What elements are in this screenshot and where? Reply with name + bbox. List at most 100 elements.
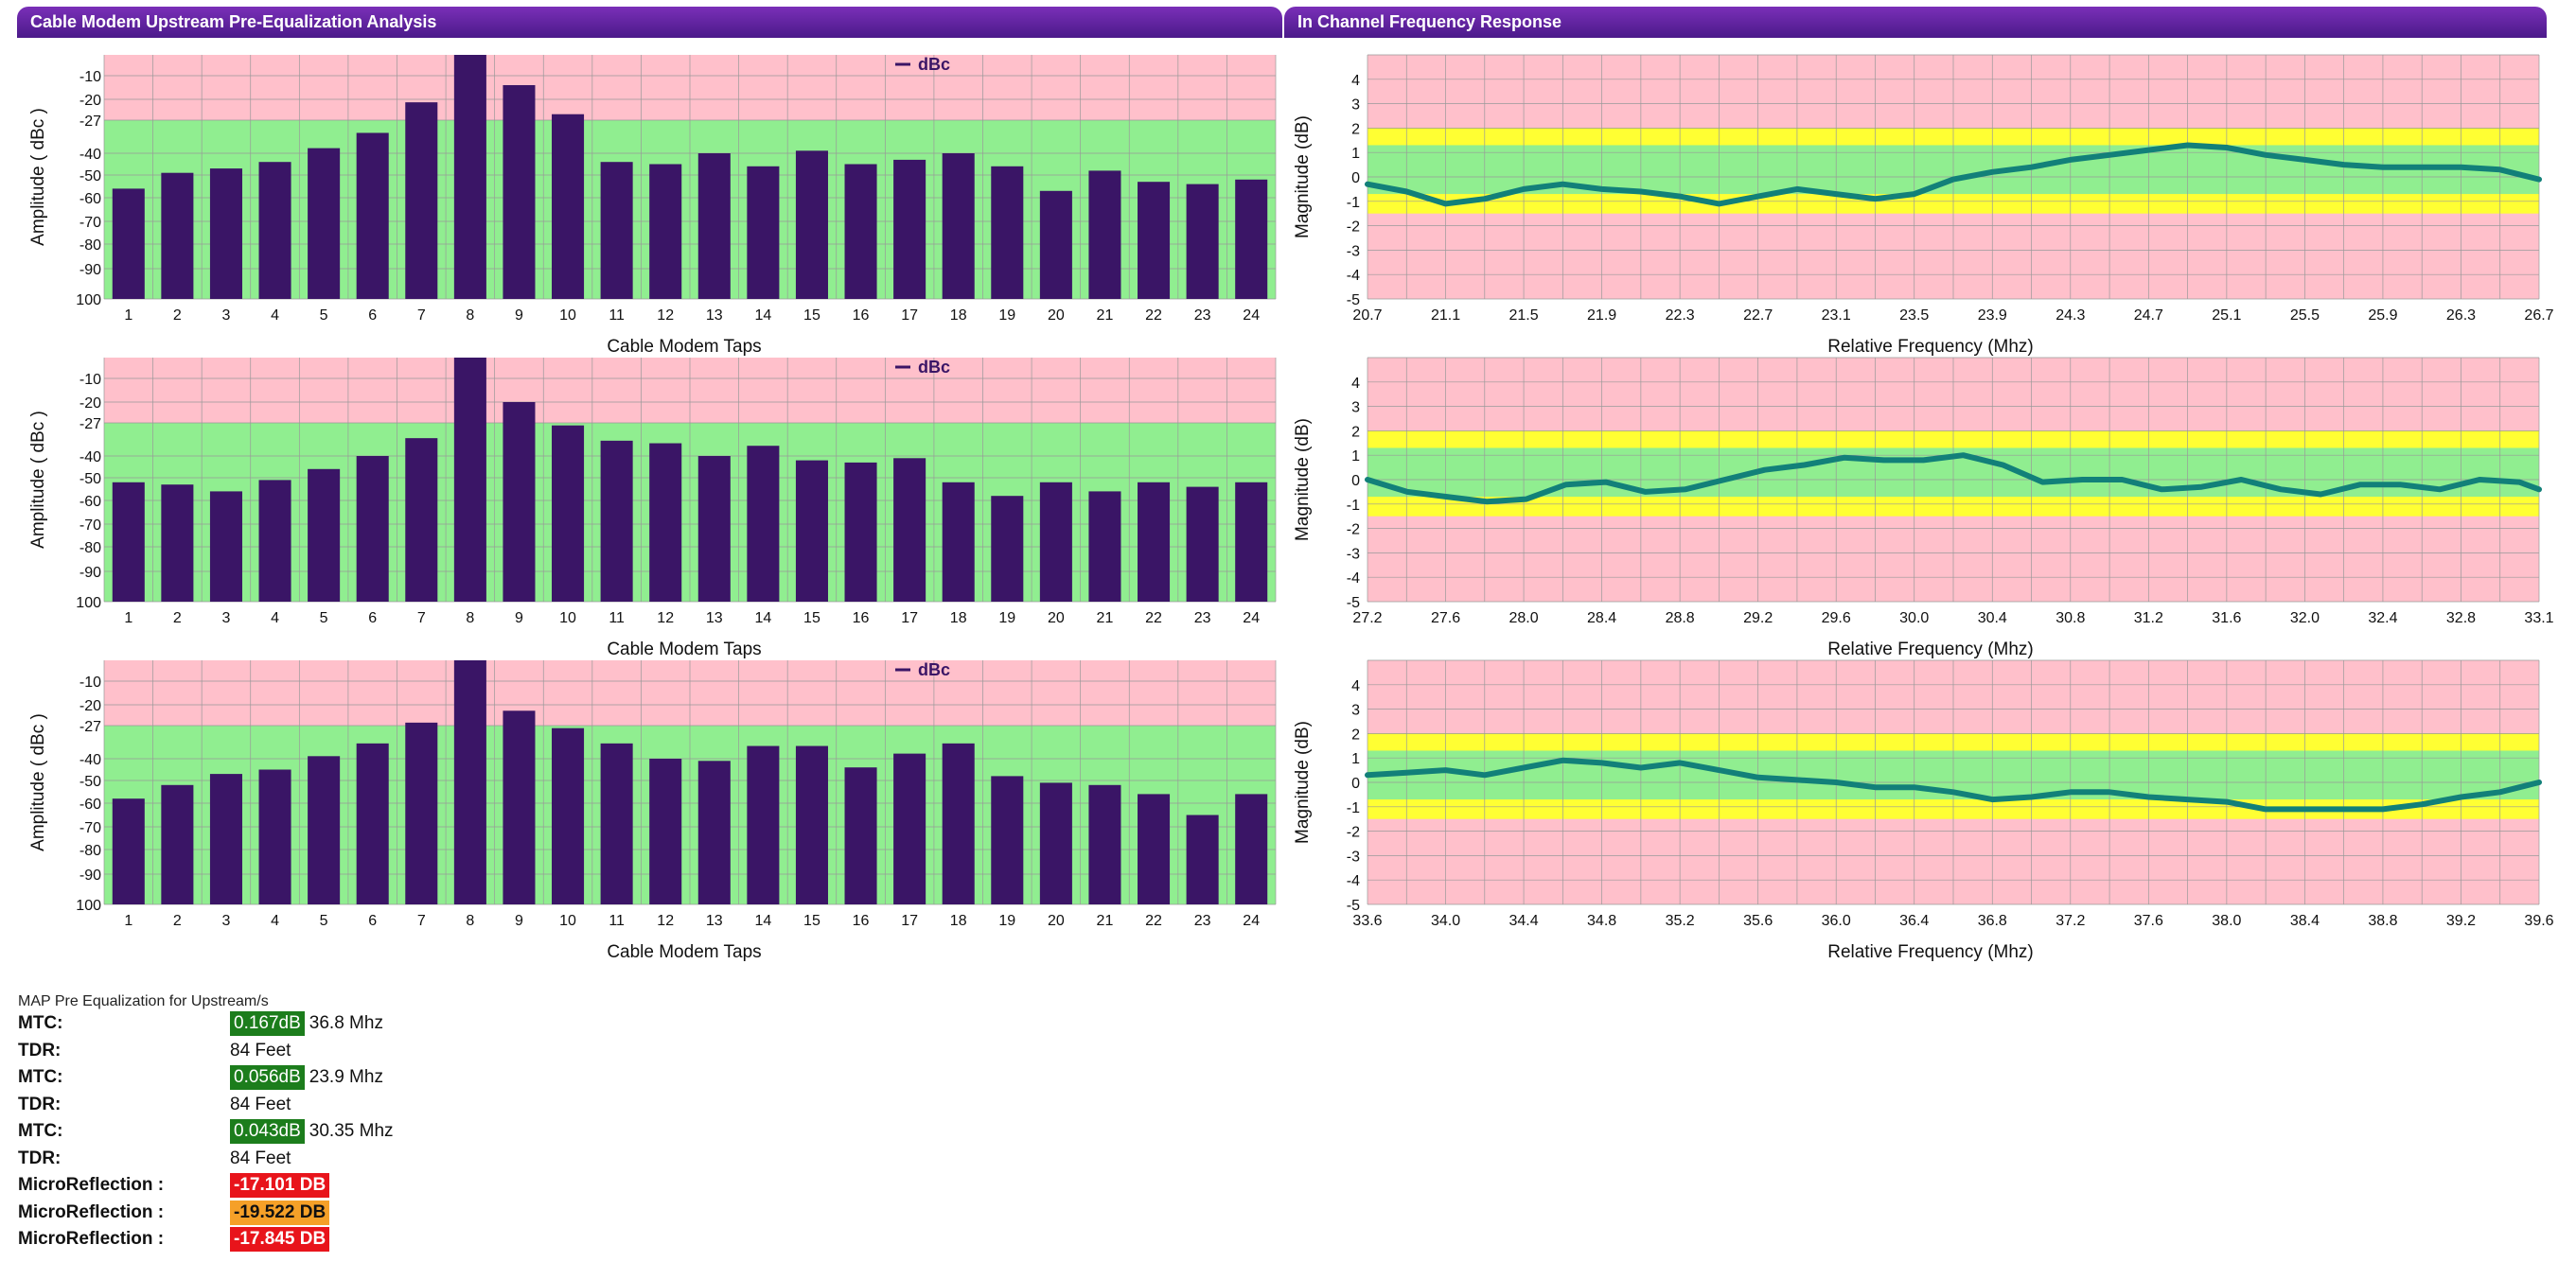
x-tick-label: 15: [803, 610, 820, 626]
y-tick-label: -20: [79, 93, 101, 109]
x-tick-label: 24.7: [2134, 307, 2163, 324]
x-tick-label: 7: [417, 307, 426, 324]
y-tick-label: 0: [1351, 170, 1360, 186]
x-tick-label: 16: [853, 307, 870, 324]
x-tick-label: 32.4: [2368, 610, 2397, 626]
bar-tap-24: [1235, 179, 1268, 299]
x-tick-label: 22.3: [1666, 307, 1695, 324]
x-tick-label: 15: [803, 913, 820, 929]
bar-tap-4: [258, 162, 291, 299]
x-tick-label: 3: [222, 610, 231, 626]
x-tick-label: 31.6: [2212, 610, 2241, 626]
x-tick-label: 14: [754, 913, 771, 929]
legend-label: dBc: [918, 358, 950, 377]
y-tick-label: -3: [1347, 243, 1360, 259]
metric-value: 84 Feet: [230, 1148, 291, 1168]
x-tick-label: 27.6: [1431, 610, 1460, 626]
y-tick-label: -5: [1347, 595, 1360, 611]
x-tick-label: 25.5: [2290, 307, 2320, 324]
y-tick-label: -10: [79, 69, 101, 85]
y-tick-label: -40: [79, 752, 101, 768]
x-tick-label: 35.6: [1743, 913, 1773, 929]
y-tick-label: 100: [76, 898, 101, 914]
y-tick-label: -2: [1347, 825, 1360, 841]
bar-tap-3: [209, 491, 242, 602]
y-tick-label: 2: [1351, 424, 1360, 440]
x-tick-label: 23.5: [1899, 307, 1929, 324]
x-axis-title: Relative Frequency (Mhz): [1827, 337, 2034, 357]
x-tick-label: 24.3: [2056, 307, 2085, 324]
x-tick-label: 37.6: [2134, 913, 2163, 929]
x-tick-label: 17: [901, 610, 918, 626]
bar-tap-6: [356, 456, 389, 602]
y-tick-label: -3: [1347, 849, 1360, 865]
y-tick-label: -60: [79, 191, 101, 207]
x-tick-label: 28.8: [1666, 610, 1695, 626]
bar-tap-2: [161, 172, 194, 299]
bar-tap-21: [1088, 491, 1121, 602]
x-tick-label: 31.2: [2134, 610, 2163, 626]
y-tick-label: 0: [1351, 776, 1360, 792]
x-tick-label: 32.0: [2290, 610, 2320, 626]
y-tick-label: -2: [1347, 219, 1360, 236]
y-tick-label: 100: [76, 595, 101, 611]
bar-tap-23: [1186, 815, 1219, 904]
bar-tap-23: [1186, 486, 1219, 602]
bar-tap-15: [795, 745, 828, 904]
y-axis-title: Amplitude ( dBc ): [28, 713, 48, 851]
x-tick-label: 6: [368, 307, 377, 324]
x-tick-label: 21: [1097, 610, 1114, 626]
x-tick-label: 10: [559, 610, 576, 626]
x-tick-label: 23: [1194, 610, 1211, 626]
x-tick-label: 18: [950, 307, 967, 324]
x-tick-label: 22: [1145, 610, 1162, 626]
x-tick-label: 5: [320, 610, 328, 626]
y-tick-label: -80: [79, 237, 101, 254]
x-tick-label: 25.1: [2212, 307, 2241, 324]
x-tick-label: 23: [1194, 307, 1211, 324]
x-tick-label: 30.0: [1899, 610, 1929, 626]
y-tick-label: 4: [1351, 376, 1360, 392]
y-tick-label: -3: [1347, 546, 1360, 562]
x-tick-label: 35.2: [1666, 913, 1695, 929]
y-tick-label: -70: [79, 820, 101, 836]
metrics-title: MAP Pre Equalization for Upstream/s: [18, 993, 269, 1009]
response-line: [1365, 142, 2542, 207]
x-tick-label: 16: [853, 610, 870, 626]
x-tick-label: 12: [657, 307, 674, 324]
metric-row: TDR: 84 Feet: [18, 1092, 394, 1119]
bar-tap-5: [308, 756, 341, 904]
metric-value: 36.8 Mhz: [309, 1013, 383, 1034]
bar-tap-12: [649, 759, 682, 904]
bar-tap-13: [697, 456, 731, 602]
x-tick-label: 4: [271, 610, 279, 626]
x-tick-label: 11: [609, 913, 625, 929]
x-tick-label: 34.8: [1587, 913, 1616, 929]
y-tick-label: 100: [76, 292, 101, 308]
x-tick-label: 26.7: [2524, 307, 2553, 324]
x-tick-label: 9: [515, 913, 523, 929]
x-tick-label: 3: [222, 307, 231, 324]
x-tick-label: 20.7: [1352, 307, 1382, 324]
bar-tap-12: [649, 443, 682, 602]
metric-value: 23.9 Mhz: [309, 1067, 383, 1088]
x-tick-label: 8: [466, 610, 474, 626]
metric-row: TDR: 84 Feet: [18, 1146, 394, 1173]
metric-label: MTC:: [18, 1067, 63, 1088]
y-tick-label: -1: [1347, 195, 1360, 211]
bar-tap-16: [844, 164, 877, 299]
bar-tap-2: [161, 484, 194, 602]
frequency-response-header: In Channel Frequency Response: [1284, 7, 2547, 38]
y-tick-label: -40: [79, 147, 101, 163]
bar-tap-22: [1138, 182, 1171, 299]
y-tick-label: 0: [1351, 473, 1360, 489]
bar-tap-16: [844, 767, 877, 904]
x-tick-label: 18: [950, 610, 967, 626]
metric-badge: 0.056dB: [230, 1065, 305, 1091]
x-tick-label: 38.8: [2368, 913, 2397, 929]
x-tick-label: 12: [657, 610, 674, 626]
x-tick-label: 30.4: [1978, 610, 2007, 626]
y-tick-label: -5: [1347, 292, 1360, 308]
